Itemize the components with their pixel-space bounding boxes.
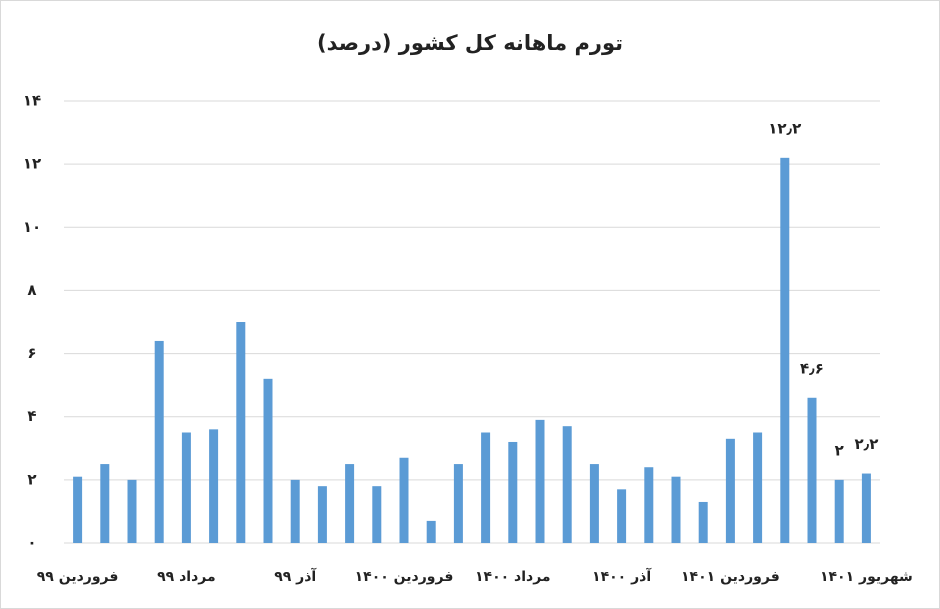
value-label: ۲: [835, 441, 844, 459]
bar: [372, 486, 382, 543]
x-tick-label: فروردین ۱۴۰۱: [681, 569, 780, 585]
bar: [154, 340, 164, 543]
bar: [671, 476, 681, 543]
bar: [426, 520, 436, 543]
x-tick-label: فروردین ۱۴۰۰: [355, 569, 454, 585]
chart-title: تورم ماهانه کل کشور (درصد): [317, 31, 623, 55]
value-label: ۴٫۶: [800, 359, 824, 377]
x-tick-label: شهریور ۱۴۰۱: [820, 569, 913, 585]
y-tick-label: ۸: [27, 281, 36, 299]
bar: [345, 464, 355, 543]
bar: [453, 464, 463, 543]
y-tick-label: ۱۲: [23, 155, 41, 173]
bar: [127, 479, 137, 543]
bar: [263, 378, 273, 543]
y-tick-label: ۱۴: [23, 92, 41, 110]
bar: [181, 432, 191, 543]
bar: [290, 479, 300, 543]
x-tick-label: آذر ۹۹: [274, 567, 317, 585]
y-tick-label: ۰: [27, 534, 36, 552]
x-tick-label: فروردین ۹۹: [37, 569, 119, 585]
bar: [725, 438, 735, 543]
bar: [698, 501, 708, 543]
y-tick-label: ۲: [27, 470, 36, 488]
bar: [100, 464, 110, 543]
bar: [780, 157, 790, 544]
bar: [317, 486, 327, 543]
bar: [399, 457, 409, 543]
bar: [236, 322, 246, 543]
y-tick-label: ۴: [27, 407, 36, 425]
bar: [508, 441, 518, 543]
value-label: ۱۲٫۲: [768, 119, 801, 137]
bar: [589, 464, 599, 543]
value-label: ۲٫۲: [854, 435, 878, 453]
bar: [562, 426, 572, 543]
bar: [481, 432, 491, 543]
x-tick-label: مرداد ۹۹: [157, 569, 216, 585]
bar: [209, 429, 219, 543]
bar: [535, 419, 545, 543]
bar: [644, 467, 654, 543]
x-tick-label: آذر ۱۴۰۰: [592, 567, 652, 585]
bar: [73, 476, 83, 543]
bar: [861, 473, 871, 543]
x-tick-label: مرداد ۱۴۰۰: [475, 569, 551, 585]
bar: [753, 432, 763, 543]
y-tick-label: ۶: [27, 344, 36, 362]
bar: [617, 489, 627, 543]
bar: [834, 479, 844, 543]
y-tick-label: ۱۰: [23, 218, 41, 236]
bar: [807, 397, 817, 543]
